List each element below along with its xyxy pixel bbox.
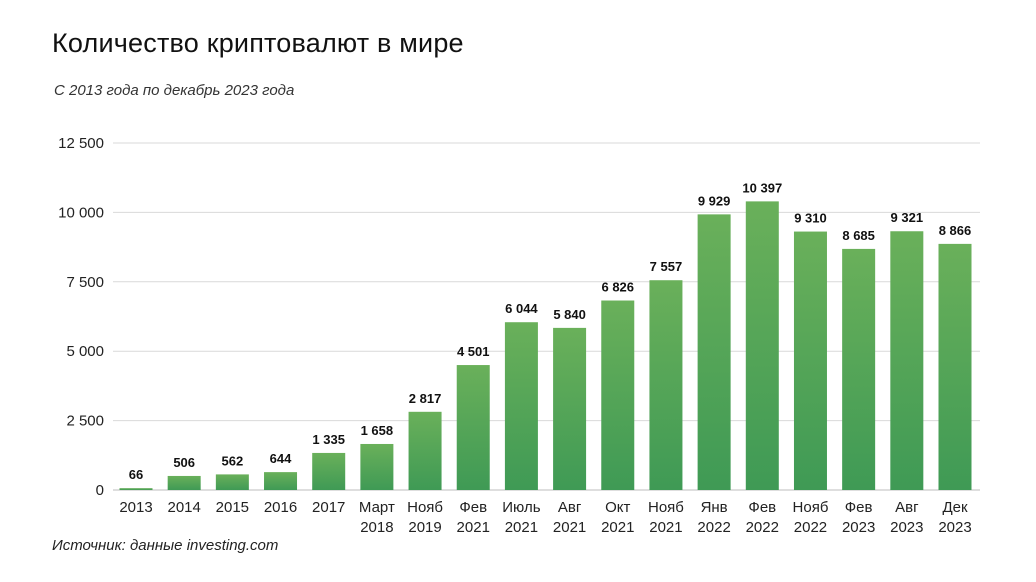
chart-title: Количество криптовалют в мире xyxy=(52,28,464,58)
x-tick-label: Март 2018 xyxy=(359,499,395,536)
y-tick-label: 2 500 xyxy=(66,413,104,430)
grid-lines xyxy=(113,142,980,491)
bar xyxy=(601,300,635,490)
x-tick-label: Фев 2021 xyxy=(457,499,490,536)
bar xyxy=(408,411,442,490)
data-label: 10 397 xyxy=(742,180,782,195)
data-label: 9 310 xyxy=(794,211,827,226)
data-label: 8 685 xyxy=(842,228,875,243)
data-label: 7 557 xyxy=(650,259,683,274)
y-tick-label: 10 000 xyxy=(58,204,104,221)
data-label: 4 501 xyxy=(457,344,490,359)
x-tick-label: Авг 2023 xyxy=(890,499,923,536)
bar xyxy=(312,452,346,490)
x-tick-label: Фев 2023 xyxy=(842,499,875,536)
source-note: Источник: данные investing.com xyxy=(52,537,279,554)
y-tick-label: 12 500 xyxy=(58,135,104,152)
chart-subtitle: С 2013 года по декабрь 2023 года xyxy=(54,82,295,99)
data-label: 6 826 xyxy=(601,280,634,295)
data-label: 8 866 xyxy=(939,223,972,238)
x-tick-label: Фев 2022 xyxy=(746,499,779,536)
bar xyxy=(649,280,683,490)
bar xyxy=(215,474,249,490)
x-tick-label: 2017 xyxy=(312,499,345,516)
data-label: 1 335 xyxy=(312,432,345,447)
data-label: 66 xyxy=(129,467,143,482)
data-label: 2 817 xyxy=(409,391,442,406)
bar xyxy=(745,201,779,490)
y-tick-label: 5 000 xyxy=(66,343,104,360)
x-tick-label: Июль 2021 xyxy=(502,499,540,536)
data-label: 9 929 xyxy=(698,193,731,208)
data-label: 644 xyxy=(270,451,292,466)
x-tick-label: 2014 xyxy=(167,499,200,516)
bar xyxy=(842,248,876,490)
bar xyxy=(504,322,538,490)
bar xyxy=(167,475,201,490)
x-tick-label: Дек 2023 xyxy=(938,499,971,536)
bar xyxy=(264,472,298,490)
data-label: 6 044 xyxy=(505,301,538,316)
data-label: 506 xyxy=(173,455,195,470)
data-label: 5 840 xyxy=(553,307,586,322)
data-label: 562 xyxy=(222,453,244,468)
y-tick-label: 0 xyxy=(96,482,104,499)
data-label: 9 321 xyxy=(891,210,924,225)
x-tick-label: Нояб 2021 xyxy=(648,499,684,536)
x-tick-label: 2013 xyxy=(119,499,152,516)
bar xyxy=(360,443,394,490)
bars xyxy=(119,201,972,491)
bar xyxy=(938,243,972,490)
y-axis-ticks: 0 2 500 5 000 7 500 10 000 12 500 xyxy=(58,135,104,499)
x-tick-label: Окт 2021 xyxy=(601,499,634,536)
bar xyxy=(119,488,153,490)
x-tick-label: 2016 xyxy=(264,499,297,516)
x-tick-label: Нояб 2022 xyxy=(793,499,829,536)
y-tick-label: 7 500 xyxy=(66,274,104,291)
x-tick-label: Нояб 2019 xyxy=(407,499,443,536)
data-labels: 66 506 562 644 1 335 1 658 2 817 4 501 6 044 5 84… xyxy=(129,180,972,482)
data-label: 1 658 xyxy=(361,423,394,438)
bar xyxy=(793,231,827,491)
x-tick-label: Авг 2021 xyxy=(553,499,586,536)
x-axis-ticks: 2013 2014 2015 2016 2017 Март 2018 Нояб 2019 Фев 2… xyxy=(119,499,971,536)
bar xyxy=(553,327,587,490)
bar xyxy=(697,214,731,490)
x-tick-label: 2015 xyxy=(216,499,249,516)
bar xyxy=(456,365,490,490)
bar xyxy=(890,231,924,491)
x-tick-label: Янв 2022 xyxy=(697,499,730,536)
